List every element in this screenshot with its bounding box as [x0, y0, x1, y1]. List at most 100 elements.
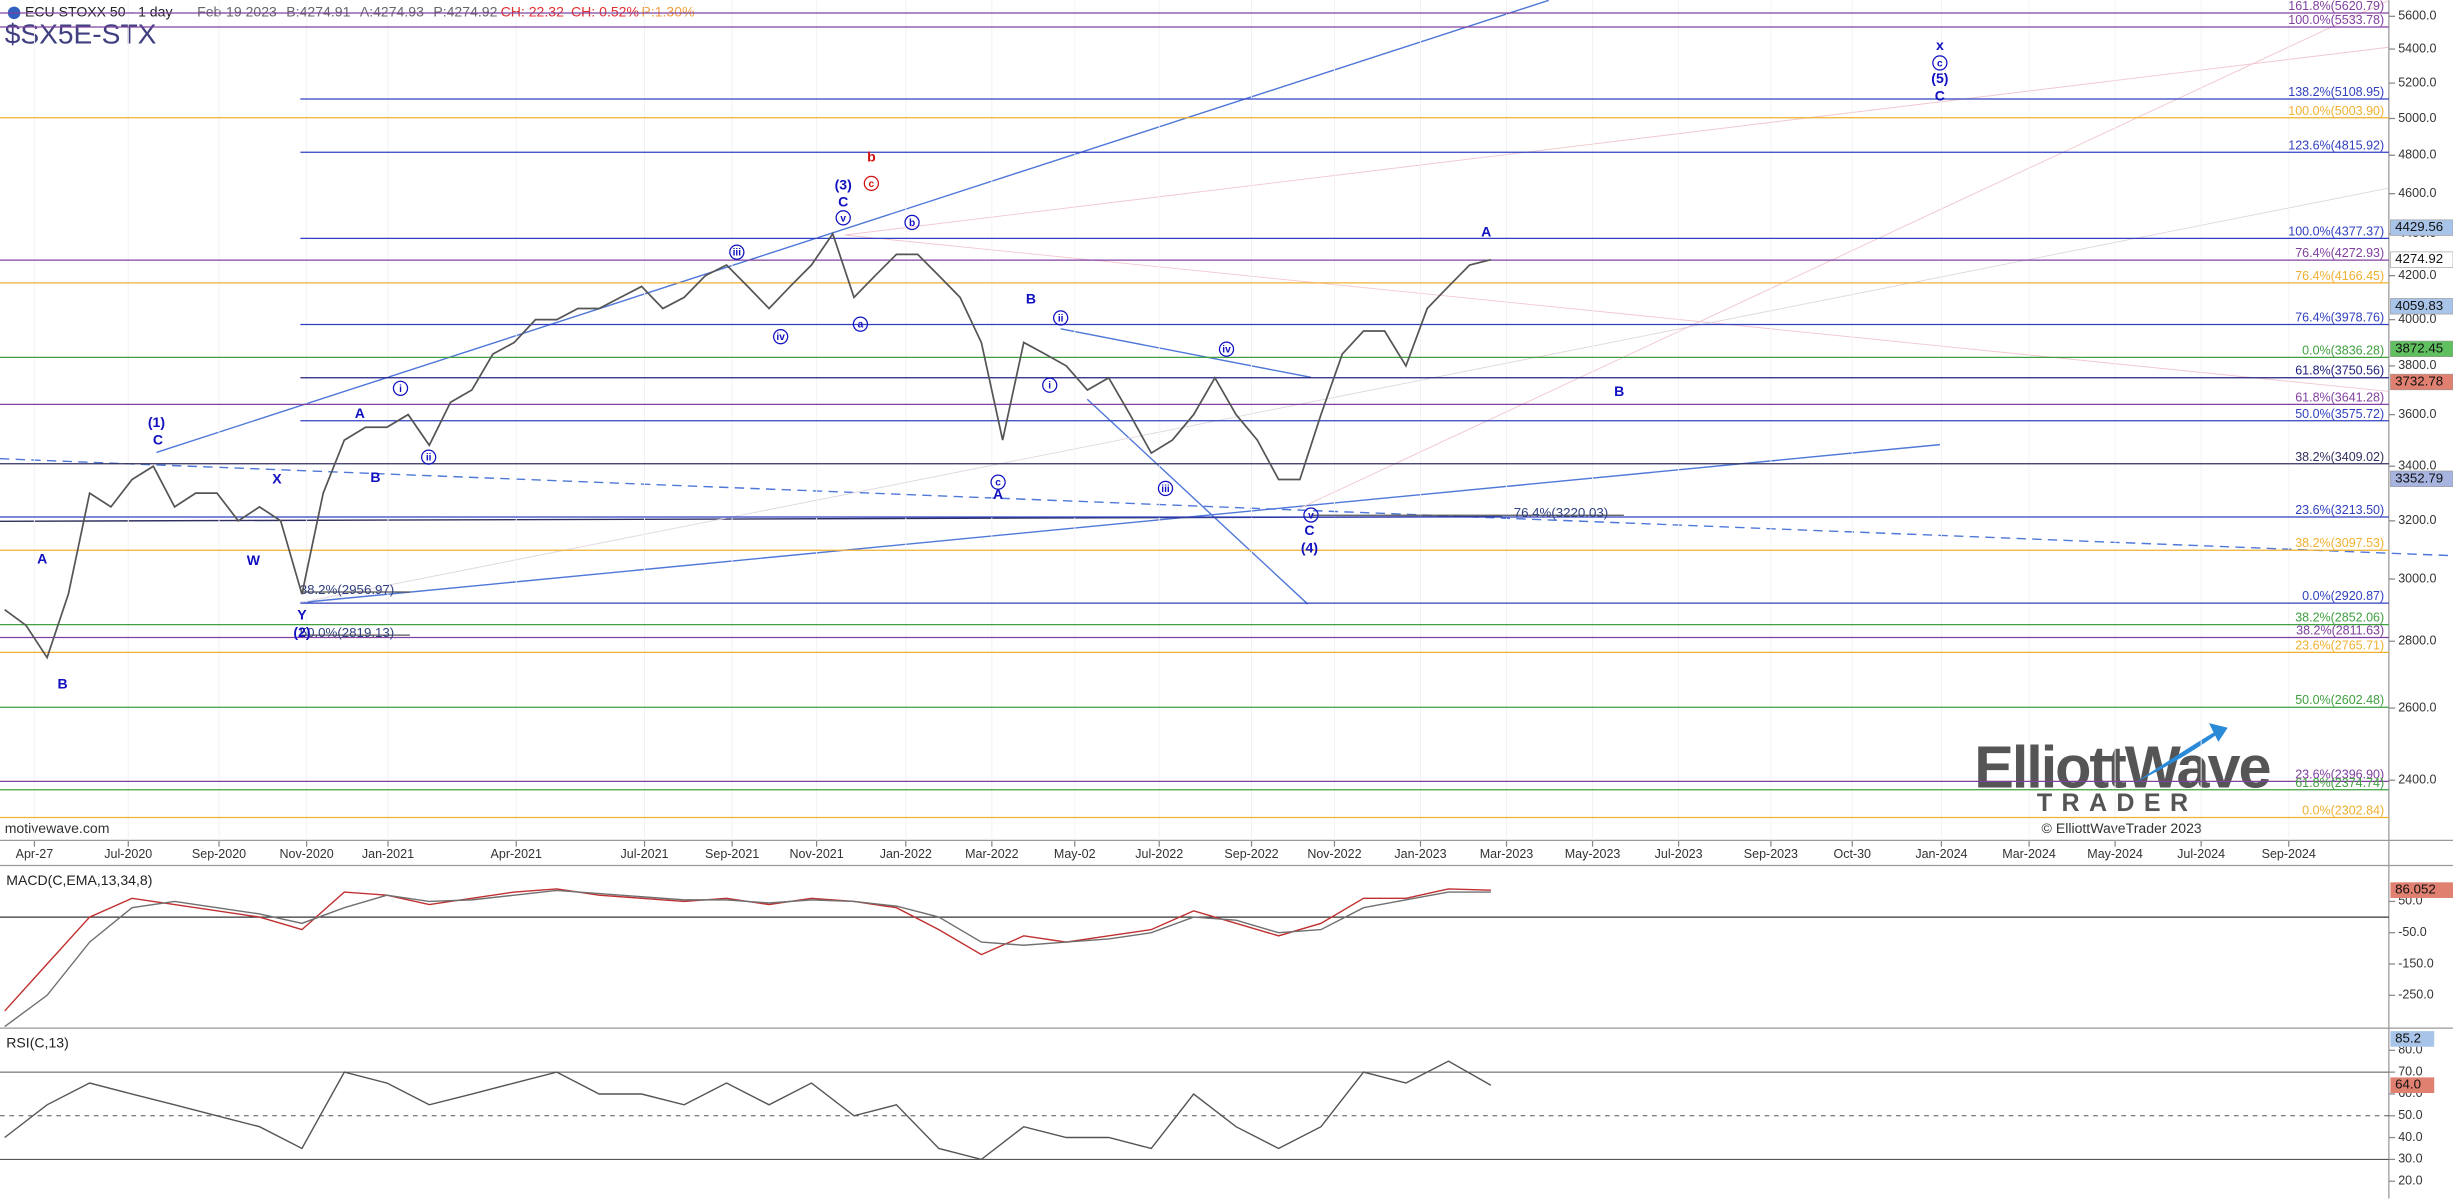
wave-label-circle: [835, 210, 851, 226]
trendline: [1086, 398, 1309, 605]
trendline: [300, 443, 1940, 604]
x-tick-label: Mar-2024: [2002, 847, 2056, 861]
fib-level-label: 38.2%(2811.63): [2296, 624, 2384, 638]
wave-label: Y: [297, 607, 307, 623]
wave-label: iii: [733, 248, 742, 259]
y-tick-label: 4000.0: [2398, 312, 2436, 326]
price-tag-label: 3352.79: [2395, 470, 2443, 485]
price-tag: [2390, 373, 2453, 391]
y-tick-label: 5200.0: [2398, 75, 2436, 89]
x-tick-label: Mar-2022: [965, 847, 1019, 861]
rsi-tag: [2390, 1077, 2435, 1094]
header-title: ECU STOXX 50 - 1 day: [25, 4, 172, 20]
wave-label: B: [57, 675, 67, 691]
x-tick-label: May-2023: [1565, 847, 1621, 861]
fib-level-label: 76.4%(4166.45): [2295, 269, 2384, 283]
y-tick-label: 3400.0: [2398, 458, 2436, 472]
fib-level-label: 61.8%(3750.56): [2295, 364, 2384, 378]
fan-line: [300, 187, 2389, 604]
wave-label: i: [1048, 381, 1051, 392]
y-tick-label: 2600.0: [2398, 700, 2436, 714]
fib-level-label: 38.2%(3409.02): [2295, 450, 2384, 464]
y-tick-label: 3800.0: [2398, 358, 2436, 372]
x-tick-label: Apr-27: [16, 847, 54, 861]
price-tag-label: 3872.45: [2395, 340, 2443, 355]
wave-label: A: [355, 405, 365, 421]
wave-label-circle: [1218, 341, 1235, 357]
wave-label: c: [869, 179, 875, 190]
x-tick-label: Jul-2021: [621, 847, 669, 861]
wave-label: B: [370, 469, 380, 485]
y-tick-label: 30.0: [2398, 1152, 2422, 1166]
wave-label-circle: [990, 474, 1006, 490]
y-tick-label: 70.0: [2398, 1064, 2422, 1078]
fib-level-label: 76.4%(3978.76): [2295, 310, 2384, 324]
wave-label: (5): [1931, 70, 1948, 86]
y-tick-label: 3200.0: [2398, 513, 2436, 527]
fib-level-label: 61.8%(2374.74): [2295, 776, 2384, 790]
fan-line: [844, 234, 2389, 392]
wave-label: a: [858, 320, 864, 331]
y-tick-label: -150.0: [2398, 956, 2433, 970]
wave-label: A: [37, 550, 47, 566]
fib-level-label: 100.0%(5533.78): [2288, 13, 2384, 27]
rsi-line: [4, 1060, 1492, 1161]
price-tag: [2390, 219, 2453, 236]
x-tick-label: Jul-2024: [2177, 847, 2225, 861]
trendline: [0, 457, 2453, 557]
fib-level-label: 76.4%(4272.93): [2295, 246, 2384, 260]
rsi-tag-label: 64.0: [2395, 1077, 2421, 1092]
header-price: P:4274.92: [433, 4, 497, 20]
x-tick-label: Apr-2021: [491, 847, 542, 861]
y-tick-label: 50.0: [2398, 1108, 2422, 1122]
wave-label: (1): [148, 414, 165, 430]
y-tick-label: 5600.0: [2398, 9, 2436, 23]
y-tick-label: 2400.0: [2398, 773, 2436, 787]
wave-label: B: [1026, 291, 1036, 307]
wave-label: A: [1481, 223, 1491, 239]
y-tick-label: 2800.0: [2398, 634, 2436, 648]
x-tick-label: Jul-2023: [1655, 847, 1703, 861]
fib-level-label: 161.8%(5620.79): [2288, 0, 2384, 13]
logo-swoosh: [2135, 723, 2228, 783]
fib-level-label: 123.6%(4815.92): [2288, 138, 2384, 152]
y-tick-label: 40.0: [2398, 1130, 2422, 1144]
wave-label: X: [272, 471, 282, 487]
wave-label: C: [153, 431, 163, 447]
x-tick-label: May-02: [1054, 847, 1096, 861]
price-tag-label: 4059.83: [2395, 298, 2443, 313]
wave-label: b: [867, 148, 876, 164]
x-tick-label: Nov-2021: [790, 847, 844, 861]
fib-level-label: 76.4%(3220.03): [1514, 505, 1609, 520]
x-tick-label: Oct-30: [1834, 847, 1872, 861]
wave-label: ii: [426, 453, 432, 464]
wave-label: c: [995, 478, 1001, 489]
fib-level-label: 50.0%(3575.72): [2295, 407, 2384, 421]
wave-label-circle: [863, 175, 880, 192]
fib-level-label: 61.8%(3641.28): [2295, 390, 2384, 404]
y-tick-label: 5400.0: [2398, 41, 2436, 55]
wave-label: (3): [835, 176, 852, 192]
macd-tag: [2390, 882, 2453, 898]
header-change: CH: 22.32: [501, 4, 564, 20]
wave-label-circle: [1932, 55, 1948, 71]
y-tick-label: -250.0: [2398, 988, 2433, 1002]
header-pct: P:1.30%: [641, 4, 694, 20]
x-tick-label: Sep-2023: [1744, 847, 1798, 861]
x-tick-label: Jan-2021: [362, 847, 414, 861]
price-tag: [2390, 340, 2453, 358]
price-line: [4, 231, 1492, 660]
x-tick-label: Sep-2024: [2262, 847, 2316, 861]
fib-level-label: 0.0%(2920.87): [2302, 589, 2384, 603]
wave-label-circle: [1053, 310, 1069, 326]
fan-line: [1298, 0, 2390, 510]
x-tick-label: May-2024: [2087, 847, 2143, 861]
fib-level-label: 138.2%(5108.95): [2288, 85, 2384, 99]
logo-copyright: © ElliottWaveTrader 2023: [2042, 820, 2202, 836]
fib-level-label: 50.0%(2819.13): [300, 625, 395, 640]
wave-label-circle: [1157, 480, 1174, 497]
rsi-title: RSI(C,13): [6, 1035, 69, 1051]
x-tick-label: Sep-2022: [1224, 847, 1278, 861]
x-tick-label: Jul-2022: [1135, 847, 1183, 861]
